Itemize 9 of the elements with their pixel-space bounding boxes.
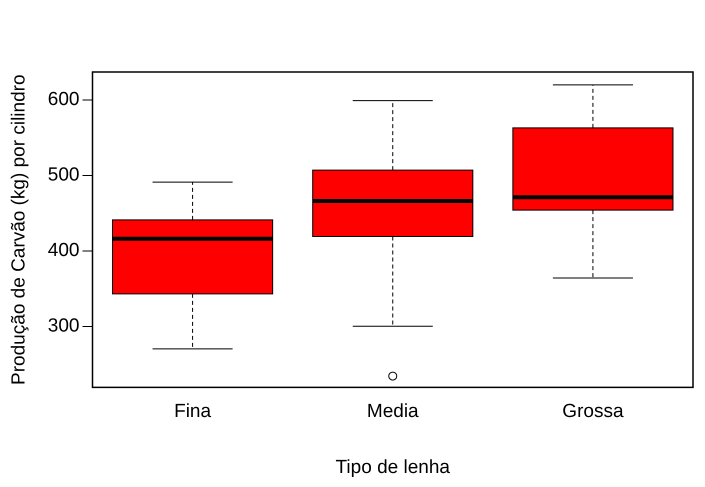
y-axis-title: Produção de Carvão (kg) por cilindro xyxy=(8,74,30,385)
x-tick-label: Grossa xyxy=(562,401,624,422)
y-tick-label: 500 xyxy=(48,164,80,186)
y-tick-label: 300 xyxy=(48,316,80,337)
x-axis-title: Tipo de lenha xyxy=(336,456,450,478)
y-tick-label: 600 xyxy=(48,89,80,110)
x-tick-label: Media xyxy=(366,401,420,422)
x-tick-label: Fina xyxy=(174,401,212,422)
y-tick-label: 400 xyxy=(48,240,80,262)
